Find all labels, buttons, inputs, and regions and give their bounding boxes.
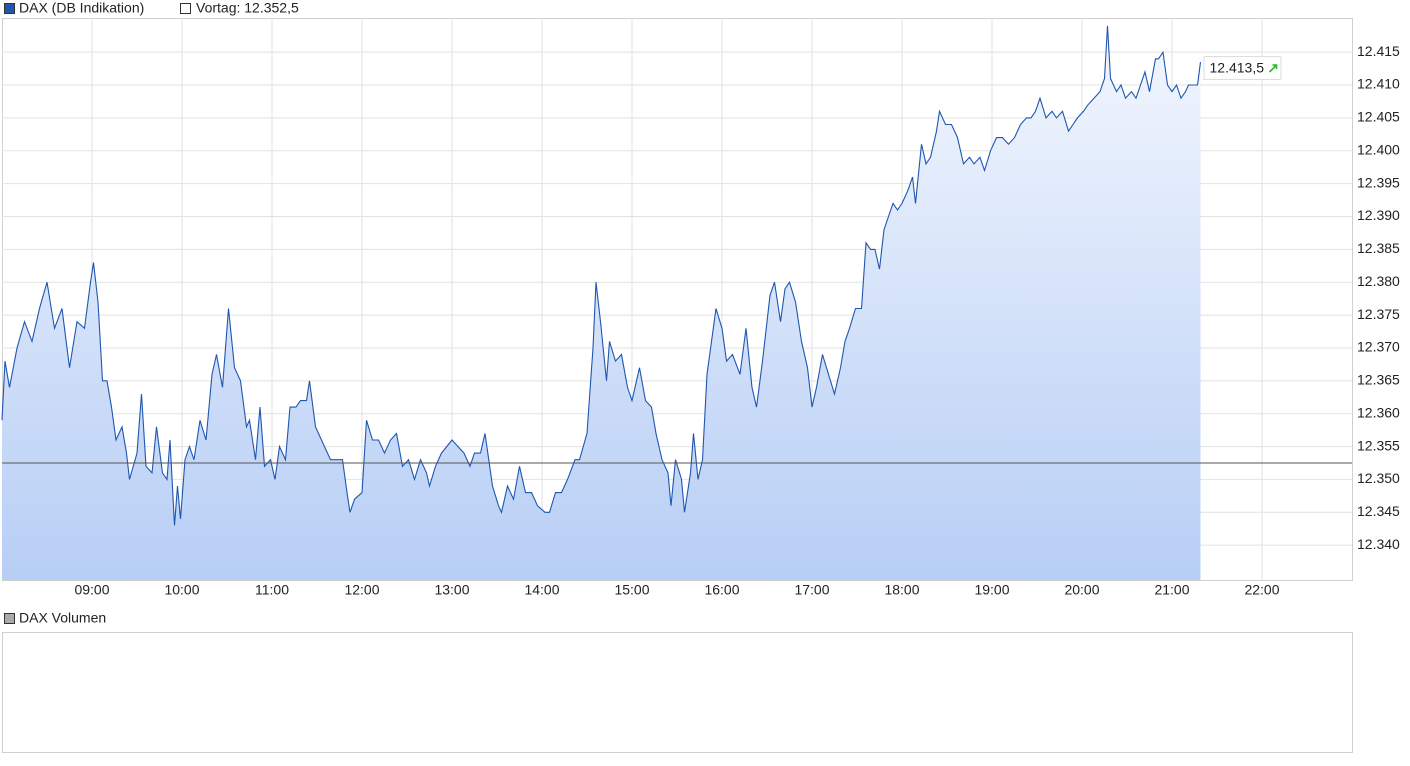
y-tick-label: 12.390	[1357, 207, 1400, 223]
area-fill	[2, 25, 1201, 580]
legend-label: DAX (DB Indikation)	[19, 0, 144, 16]
y-tick-label: 12.400	[1357, 141, 1400, 157]
x-tick-label: 13:00	[434, 582, 469, 598]
y-tick-label: 12.340	[1357, 536, 1400, 552]
marks	[1, 25, 1352, 580]
x-tick-label: 14:00	[524, 582, 559, 598]
legend-swatch	[4, 3, 15, 14]
y-tick-label: 12.385	[1357, 240, 1400, 256]
x-tick-label: 20:00	[1064, 582, 1099, 598]
x-tick-label: 09:00	[74, 582, 109, 598]
price-line	[1, 25, 1202, 526]
y-tick-label: 12.355	[1357, 437, 1400, 453]
y-tick-label: 12.415	[1357, 43, 1400, 59]
x-tick-label: 19:00	[974, 582, 1009, 598]
x-tick-label: 10:00	[164, 582, 199, 598]
reference-label: Vortag: 12.352,5	[196, 0, 299, 16]
volume-frame	[2, 632, 1353, 753]
trend-arrow	[1268, 64, 1278, 73]
x-tick-label: 15:00	[614, 582, 649, 598]
y-tick-label: 12.370	[1357, 339, 1400, 355]
x-tick-label: 18:00	[884, 582, 919, 598]
x-tick-label: 17:00	[794, 582, 829, 598]
y-tick-label: 12.365	[1357, 372, 1400, 388]
y-tick-label: 12.380	[1357, 273, 1400, 289]
legend-label: DAX Volumen	[19, 610, 106, 626]
y-tick-label: 12.395	[1357, 174, 1400, 190]
legend-swatch	[4, 613, 15, 624]
x-tick-label: 16:00	[704, 582, 739, 598]
y-tick-label: 12.405	[1357, 109, 1400, 125]
x-tick-label: 22:00	[1244, 582, 1279, 598]
y-tick-label: 12.375	[1357, 306, 1400, 322]
x-tick-label: 21:00	[1154, 582, 1189, 598]
last-value-label: 12.413,5	[1210, 60, 1265, 76]
y-tick-label: 12.360	[1357, 404, 1400, 420]
last-value-box	[1203, 56, 1282, 81]
x-tick-label: 11:00	[255, 582, 289, 598]
y-tick-label: 12.410	[1357, 76, 1400, 92]
x-tick-label: 12:00	[344, 582, 379, 598]
legend-swatch	[180, 3, 191, 14]
y-tick-label: 12.350	[1357, 470, 1400, 486]
y-tick-label: 12.345	[1357, 503, 1400, 519]
